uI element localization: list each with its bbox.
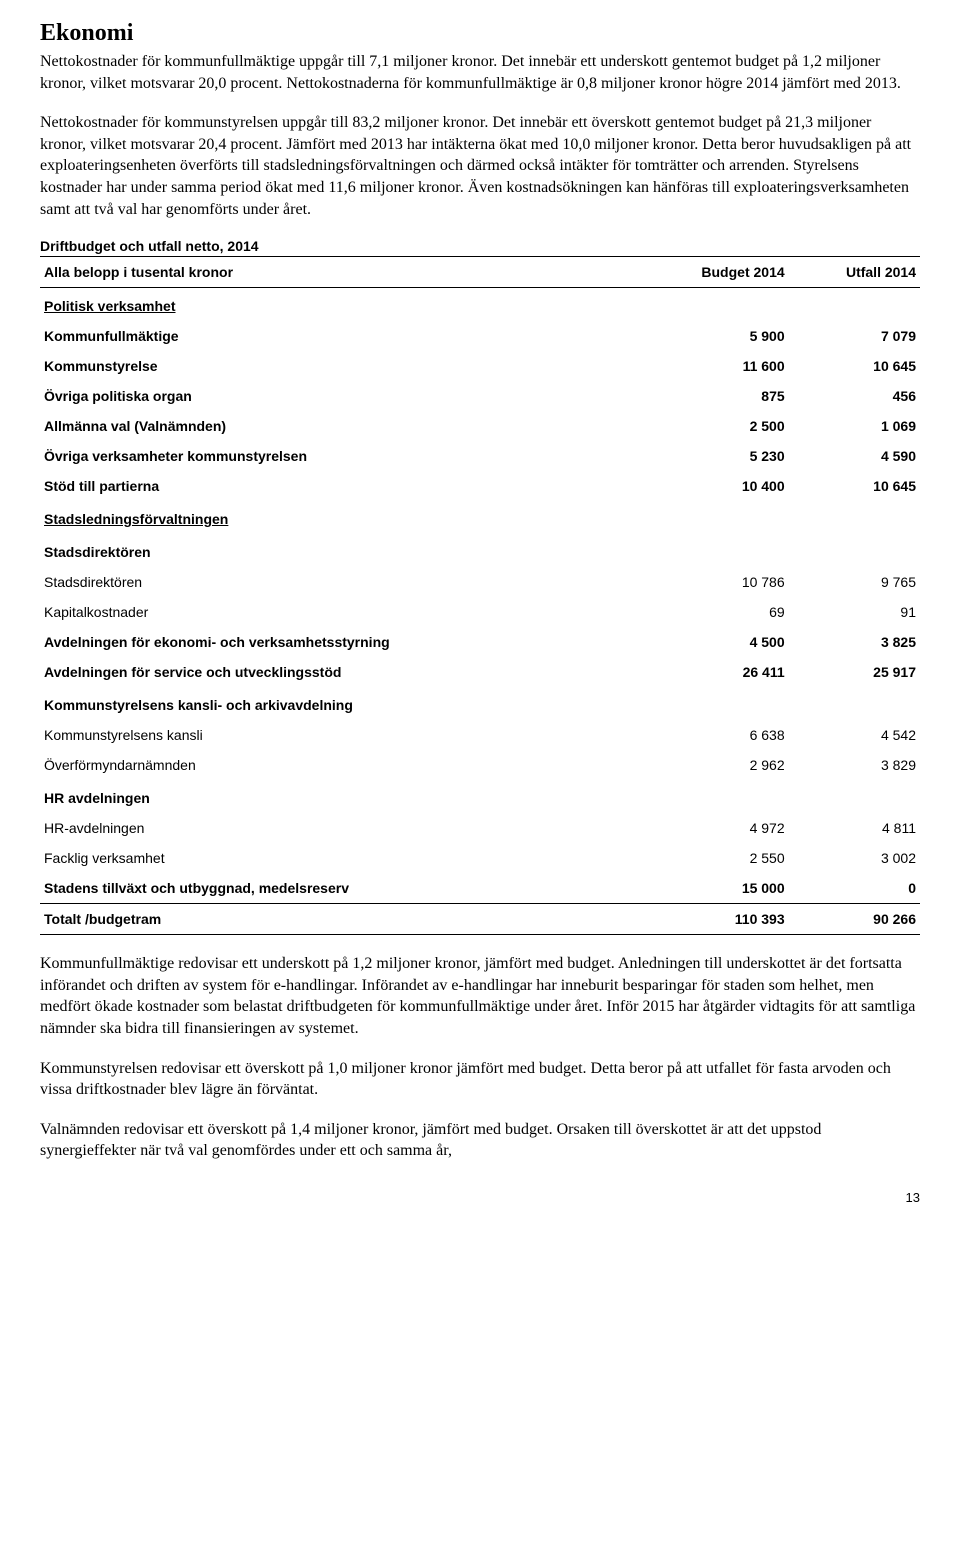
col-utfall: Utfall 2014: [789, 257, 920, 288]
row-budget: 875: [635, 381, 789, 411]
row-label: Stadens tillväxt och utbyggnad, medelsre…: [40, 873, 635, 904]
row-utfall: 90 266: [789, 904, 920, 935]
row-budget: 2 962: [635, 750, 789, 780]
table-row: Stadsledningsförvaltningen: [40, 501, 920, 534]
row-utfall: 1 069: [789, 411, 920, 441]
paragraph-2: Nettokostnader för kommunstyrelsen uppgå…: [40, 112, 920, 220]
row-budget: 15 000: [635, 873, 789, 904]
subheader-label: Stadsdirektören: [40, 534, 920, 567]
row-label: Kommunstyrelse: [40, 351, 635, 381]
row-budget: 110 393: [635, 904, 789, 935]
row-utfall: 91: [789, 597, 920, 627]
row-budget: 2 500: [635, 411, 789, 441]
row-utfall: 456: [789, 381, 920, 411]
row-utfall: 3 829: [789, 750, 920, 780]
section-label: Politisk verksamhet: [40, 288, 920, 322]
subheader-label: HR avdelningen: [40, 780, 920, 813]
row-budget: 10 786: [635, 567, 789, 597]
table-row: Kommunstyrelsens kansli- och arkivavdeln…: [40, 687, 920, 720]
subheader-label: Kommunstyrelsens kansli- och arkivavdeln…: [40, 687, 920, 720]
table-row: Stadsdirektören: [40, 534, 920, 567]
row-budget: 4 500: [635, 627, 789, 657]
row-budget: 69: [635, 597, 789, 627]
paragraph-1: Nettokostnader för kommunfullmäktige upp…: [40, 51, 920, 94]
section-label: Stadsledningsförvaltningen: [40, 501, 920, 534]
table-row: HR avdelningen: [40, 780, 920, 813]
row-utfall: 7 079: [789, 321, 920, 351]
row-budget: 5 900: [635, 321, 789, 351]
table-row: Stadens tillväxt och utbyggnad, medelsre…: [40, 873, 920, 904]
row-label: HR-avdelningen: [40, 813, 635, 843]
table-row: Facklig verksamhet2 5503 002: [40, 843, 920, 873]
table-row: Kommunstyrelsens kansli6 6384 542: [40, 720, 920, 750]
row-label: Kommunstyrelsens kansli: [40, 720, 635, 750]
page-heading: Ekonomi: [40, 20, 920, 47]
row-utfall: 4 811: [789, 813, 920, 843]
table-row: Totalt /budgetram110 39390 266: [40, 904, 920, 935]
row-label: Övriga politiska organ: [40, 381, 635, 411]
row-budget: 2 550: [635, 843, 789, 873]
paragraph-3: Kommunfullmäktige redovisar ett undersko…: [40, 953, 920, 1039]
row-label: Stöd till partierna: [40, 471, 635, 501]
row-utfall: 0: [789, 873, 920, 904]
table-row: Politisk verksamhet: [40, 288, 920, 322]
paragraph-4: Kommunstyrelsen redovisar ett överskott …: [40, 1058, 920, 1101]
row-budget: 10 400: [635, 471, 789, 501]
page-number: 13: [40, 1190, 920, 1205]
row-label: Facklig verksamhet: [40, 843, 635, 873]
row-label: Kapitalkostnader: [40, 597, 635, 627]
table-row: Övriga politiska organ875456: [40, 381, 920, 411]
row-budget: 11 600: [635, 351, 789, 381]
table-row: Övriga verksamheter kommunstyrelsen5 230…: [40, 441, 920, 471]
row-utfall: 9 765: [789, 567, 920, 597]
row-budget: 5 230: [635, 441, 789, 471]
row-label: Avdelningen för service och utvecklingss…: [40, 657, 635, 687]
row-label: Stadsdirektören: [40, 567, 635, 597]
row-label: Kommunfullmäktige: [40, 321, 635, 351]
row-utfall: 10 645: [789, 351, 920, 381]
table-row: Avdelningen för ekonomi- och verksamhets…: [40, 627, 920, 657]
table-row: Kommunfullmäktige5 9007 079: [40, 321, 920, 351]
row-label: Överförmyndarnämnden: [40, 750, 635, 780]
table-row: Stöd till partierna10 40010 645: [40, 471, 920, 501]
table-row: Överförmyndarnämnden2 9623 829: [40, 750, 920, 780]
row-label: Övriga verksamheter kommunstyrelsen: [40, 441, 635, 471]
row-label: Avdelningen för ekonomi- och verksamhets…: [40, 627, 635, 657]
table-row: Allmänna val (Valnämnden)2 5001 069: [40, 411, 920, 441]
row-label: Totalt /budgetram: [40, 904, 635, 935]
table-row: HR-avdelningen4 9724 811: [40, 813, 920, 843]
col-label: Alla belopp i tusental kronor: [40, 257, 635, 288]
paragraph-5: Valnämnden redovisar ett överskott på 1,…: [40, 1119, 920, 1162]
table-title: Driftbudget och utfall netto, 2014: [40, 238, 920, 257]
row-utfall: 10 645: [789, 471, 920, 501]
table-row: Stadsdirektören10 7869 765: [40, 567, 920, 597]
row-utfall: 3 825: [789, 627, 920, 657]
col-budget: Budget 2014: [635, 257, 789, 288]
budget-table: Alla belopp i tusental kronor Budget 201…: [40, 257, 920, 935]
table-row: Kapitalkostnader6991: [40, 597, 920, 627]
table-row: Kommunstyrelse11 60010 645: [40, 351, 920, 381]
row-utfall: 4 542: [789, 720, 920, 750]
row-budget: 4 972: [635, 813, 789, 843]
row-utfall: 25 917: [789, 657, 920, 687]
row-label: Allmänna val (Valnämnden): [40, 411, 635, 441]
row-budget: 26 411: [635, 657, 789, 687]
row-utfall: 3 002: [789, 843, 920, 873]
row-utfall: 4 590: [789, 441, 920, 471]
table-header-row: Alla belopp i tusental kronor Budget 201…: [40, 257, 920, 288]
row-budget: 6 638: [635, 720, 789, 750]
table-row: Avdelningen för service och utvecklingss…: [40, 657, 920, 687]
